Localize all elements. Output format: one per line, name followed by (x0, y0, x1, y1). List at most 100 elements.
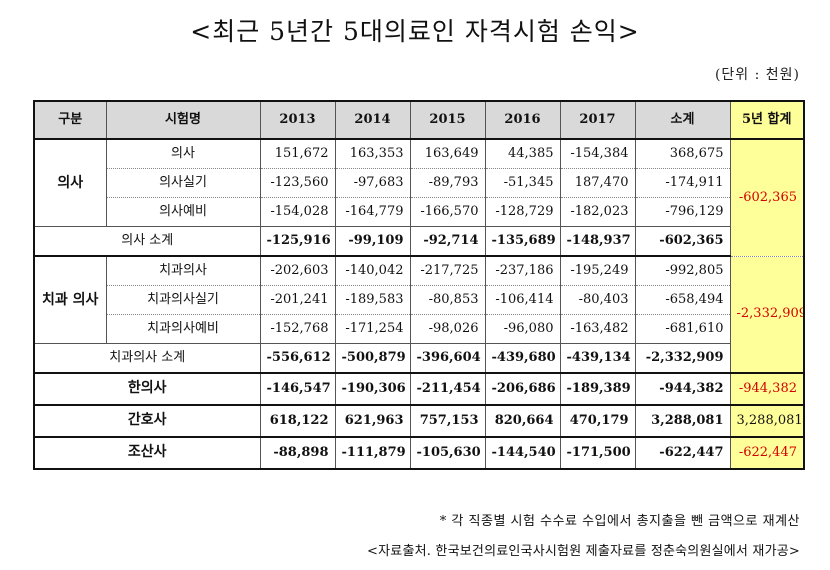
exam-name: 의사 (105, 138, 261, 169)
cell: -154,028 (259, 197, 336, 227)
table-row: 의사예비 -154,028 -164,779 -166,570 -128,729… (34, 197, 804, 227)
exam-name: 치과의사실기 (105, 285, 261, 315)
cell: -195,249 (559, 255, 636, 286)
table-row: 의사 의사 151,672 163,353 163,649 44,385 -15… (33, 138, 805, 257)
cell: -944,382 (634, 372, 731, 406)
cell: -106,414 (484, 285, 561, 315)
exam-name: 조산사 (33, 436, 261, 470)
header-2015: 2015 (409, 100, 486, 140)
cell: -164,779 (334, 197, 411, 227)
cell: -97,683 (334, 168, 411, 198)
exam-name: 한의사 (33, 372, 261, 406)
cell: -211,454 (409, 372, 486, 406)
table-row: 의사실기 -123,560 -97,683 -89,793 -51,345 18… (34, 168, 804, 198)
page-title: <최근 5년간 5대의료인 자격시험 손익> (190, 17, 640, 46)
group-label-dentist: 치과 의사 (33, 255, 107, 344)
cell: -99,109 (334, 226, 411, 257)
cell: 151,672 (259, 138, 336, 169)
cell: 621,963 (334, 404, 411, 438)
cell: -140,042 (334, 255, 411, 286)
table-row: 치과의사예비 -152,768 -171,254 -98,026 -96,080… (34, 314, 804, 344)
table-row: 치과 의사 치과의사 -202,603 -140,042 -217,725 -2… (33, 255, 805, 374)
header-5yr-total: 5년 합계 (729, 100, 805, 140)
subtotal-row: 의사 소계 -125,916 -99,109 -92,714 -135,689 … (33, 226, 804, 257)
cell: -602,365 (634, 226, 731, 257)
five-year-total-doctor: -602,365 (729, 138, 805, 257)
cell: -51,345 (484, 168, 561, 198)
cell: -201,241 (259, 285, 336, 315)
cell: -166,570 (409, 197, 486, 227)
header-2016: 2016 (484, 100, 561, 140)
cell: -189,583 (334, 285, 411, 315)
cell: -174,911 (634, 168, 731, 198)
cell: -217,725 (409, 255, 486, 286)
cell: -80,403 (559, 285, 636, 315)
cell: 820,664 (484, 404, 561, 438)
cell: -681,610 (634, 314, 731, 344)
header-exam-name: 시험명 (105, 100, 261, 140)
cell: 44,385 (484, 138, 561, 169)
cell: -92,714 (409, 226, 486, 257)
subtotal-label: 의사 소계 (33, 226, 261, 257)
header-row: 구분 시험명 2013 2014 2015 2016 2017 소계 5년 합계 (33, 100, 805, 140)
cell: -189,389 (559, 372, 636, 406)
exam-name: 치과의사예비 (105, 314, 261, 344)
unit-label: (단위 : 천원) (714, 67, 800, 83)
table-row-midwife: 조산사 -88,898 -111,879 -105,630 -144,540 -… (33, 436, 805, 470)
cell: -154,384 (559, 138, 636, 169)
cell: -111,879 (334, 436, 411, 470)
cell: -135,689 (484, 226, 561, 257)
cell: -237,186 (484, 255, 561, 286)
exam-profit-table: 구분 시험명 2013 2014 2015 2016 2017 소계 5년 합계… (33, 100, 805, 470)
cell: -105,630 (409, 436, 486, 470)
cell: -439,680 (484, 343, 561, 374)
cell: 3,288,081 (634, 404, 731, 438)
cell: -96,080 (484, 314, 561, 344)
exam-name: 의사예비 (105, 197, 261, 227)
cell: 757,153 (409, 404, 486, 438)
cell: -439,134 (559, 343, 636, 374)
exam-name: 간호사 (33, 404, 261, 438)
cell: -500,879 (334, 343, 411, 374)
cell: -146,547 (259, 372, 336, 406)
cell: -171,500 (559, 436, 636, 470)
cell: 163,353 (334, 138, 411, 169)
footnote-source: <자료출처. 한국보건의료인국사시험원 제출자료를 정춘숙의원실에서 재가공> (367, 544, 800, 559)
cell: -622,447 (634, 436, 731, 470)
header-subtotal: 소계 (634, 100, 731, 140)
cell: 470,179 (559, 404, 636, 438)
cell: -796,129 (634, 197, 731, 227)
cell: -2,332,909 (634, 343, 731, 374)
header-2013: 2013 (259, 100, 336, 140)
five-year-total: 3,288,081 (729, 404, 805, 438)
cell: -206,686 (484, 372, 561, 406)
cell: -88,898 (259, 436, 336, 470)
cell: -152,768 (259, 314, 336, 344)
cell: 187,470 (559, 168, 636, 198)
cell: -80,853 (409, 285, 486, 315)
header-2014: 2014 (334, 100, 411, 140)
cell: -123,560 (259, 168, 336, 198)
cell: -144,540 (484, 436, 561, 470)
subtotal-row: 치과의사 소계 -556,612 -500,879 -396,604 -439,… (33, 343, 804, 374)
cell: -163,482 (559, 314, 636, 344)
five-year-total-dentist: -2,332,909 (729, 255, 805, 374)
cell: -202,603 (259, 255, 336, 286)
five-year-total: -944,382 (729, 372, 805, 406)
cell: -171,254 (334, 314, 411, 344)
cell: -128,729 (484, 197, 561, 227)
subtotal-label: 치과의사 소계 (33, 343, 261, 374)
cell: -556,612 (259, 343, 336, 374)
cell: -125,916 (259, 226, 336, 257)
cell: -396,604 (409, 343, 486, 374)
cell: -148,937 (559, 226, 636, 257)
cell: 163,649 (409, 138, 486, 169)
header-2017: 2017 (559, 100, 636, 140)
header-category: 구분 (33, 100, 107, 140)
table-row-nurse: 간호사 618,122 621,963 757,153 820,664 470,… (33, 404, 805, 438)
cell: 368,675 (634, 138, 731, 169)
cell: -89,793 (409, 168, 486, 198)
cell: -992,805 (634, 255, 731, 286)
footnote-calc: * 각 직종별 시험 수수료 수입에서 총지출을 뺀 금액으로 재계산 (439, 514, 800, 529)
cell: 618,122 (259, 404, 336, 438)
